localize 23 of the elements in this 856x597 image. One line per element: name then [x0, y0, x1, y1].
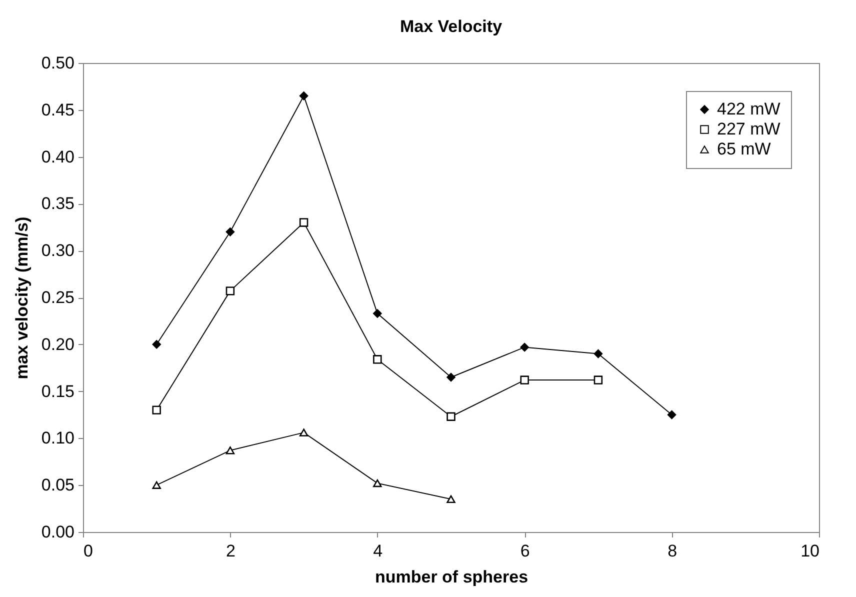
- y-tick-label: 0.20: [41, 334, 74, 354]
- y-tick-label: 0.05: [41, 476, 74, 495]
- y-tick-label: 0.50: [41, 54, 74, 72]
- y-tick-label: 0.00: [41, 522, 74, 542]
- legend-label: 65 mW: [717, 140, 771, 158]
- chart-title: Max Velocity: [400, 17, 503, 36]
- y-tick-label: 0.45: [41, 100, 74, 120]
- x-tick-label: 4: [373, 542, 383, 560]
- y-tick-label: 0.10: [41, 428, 74, 448]
- x-tick-label: 0: [84, 542, 93, 560]
- y-tick-label: 0.30: [41, 241, 74, 260]
- legend-label: 227 mW: [717, 120, 780, 138]
- y-axis-title: max velocity (mm/s): [12, 216, 32, 380]
- y-tick-label: 0.25: [41, 288, 74, 307]
- x-tick-label: 8: [668, 542, 678, 560]
- y-tick-label: 0.15: [41, 382, 74, 401]
- x-axis-title: number of spheres: [374, 568, 528, 586]
- legend-label: 422 mW: [717, 100, 780, 118]
- x-tick-label: 10: [800, 542, 820, 560]
- x-tick-label: 2: [226, 542, 236, 560]
- y-tick-label: 0.35: [41, 194, 74, 214]
- x-tick-label: 6: [520, 542, 530, 560]
- y-tick-label: 0.40: [41, 147, 74, 166]
